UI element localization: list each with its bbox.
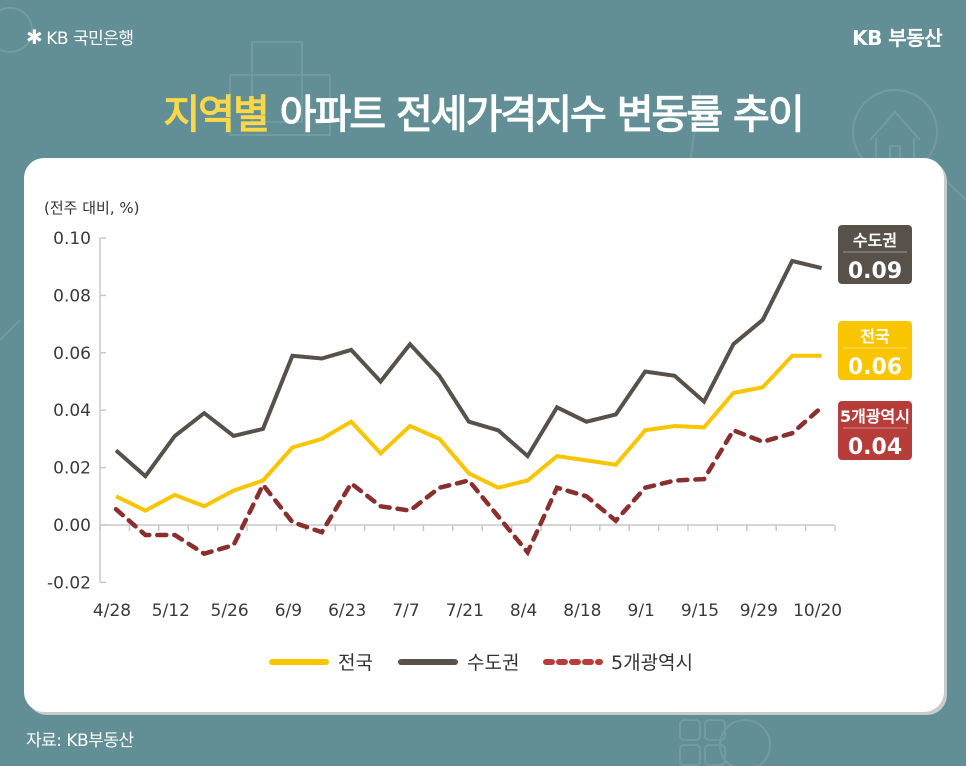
kb-bank-logo-text: KB 국민은행 <box>46 29 134 49</box>
x-tick-label: 7/7 <box>392 601 419 621</box>
badge-value: 0.04 <box>848 435 902 460</box>
series-line-five-metro-cities <box>113 405 824 557</box>
latest-value-badges: 수도권 0.09 전국 0.06 5개광역시 0.04 <box>838 225 912 460</box>
x-tick-label: 7/21 <box>446 601 484 621</box>
x-tick-label: 6/23 <box>328 601 366 621</box>
x-tick-label: 10/20 <box>793 601 842 621</box>
badge-series-label: 전국 <box>860 327 890 346</box>
latest-badge-national: 전국 0.06 <box>838 321 912 380</box>
x-tick-label: 9/15 <box>681 601 719 621</box>
page-title: 지역별 아파트 전세가격지수 변동률 추이 <box>0 82 966 140</box>
kb-star-icon: ✱ <box>26 24 43 49</box>
y-tick-label: 0.08 <box>53 286 91 306</box>
title-rest: 아파트 전세가격지수 변동률 추이 <box>267 92 805 138</box>
x-tick-label: 5/12 <box>152 601 190 621</box>
series-line-capital-area <box>114 258 823 480</box>
latest-badge-five-metro-cities: 5개광역시 0.04 <box>838 401 912 460</box>
badge-background <box>838 225 912 284</box>
x-tick-label: 5/26 <box>211 601 249 621</box>
kb-realestate-brand: KB 부동산 <box>852 26 942 50</box>
y-tick-label: 0.04 <box>53 401 91 421</box>
badge-background <box>838 401 912 460</box>
title-highlight: 지역별 <box>163 92 269 138</box>
x-tick-label: 8/18 <box>563 601 601 621</box>
kb-bank-logo: ✱ KB 국민은행 <box>26 24 134 50</box>
y-tick-label: 0.00 <box>53 516 91 536</box>
legend-label: 5개광역시 <box>611 652 693 674</box>
legend-item-national: 전국 <box>269 652 373 674</box>
y-tick-label: 0.06 <box>53 344 91 364</box>
legend-label: 전국 <box>338 652 373 674</box>
legend-item-capital-area: 수도권 <box>398 652 519 674</box>
legend-label: 수도권 <box>467 652 519 674</box>
badge-series-label: 수도권 <box>853 231 897 250</box>
x-tick-label: 6/9 <box>275 601 302 621</box>
badge-value: 0.06 <box>848 355 902 380</box>
y-tick-label: 0.02 <box>53 459 91 479</box>
series-line-national <box>115 353 822 513</box>
chart-legend: 전국 수도권 5개광역시 <box>269 652 693 674</box>
series-layer <box>113 258 824 557</box>
badge-value: 0.09 <box>848 259 902 284</box>
y-axis-unit-label: (전주 대비, %) <box>44 199 139 217</box>
x-tick-label: 4/28 <box>93 601 131 621</box>
chart-axes: -0.02 0.00 0.02 0.04 0.06 0.08 0.10 4/28 5/12 5/2… <box>47 229 842 621</box>
y-tick-label: -0.02 <box>47 573 91 593</box>
badge-background <box>838 321 912 380</box>
latest-badge-capital-area: 수도권 0.09 <box>838 225 912 284</box>
badge-series-label: 5개광역시 <box>840 407 910 426</box>
x-tick-label: 8/4 <box>510 601 537 621</box>
x-tick-label: 9/29 <box>740 601 778 621</box>
legend-item-five-metro-cities: 5개광역시 <box>543 652 693 674</box>
x-tick-label: 9/1 <box>628 601 655 621</box>
y-tick-label: 0.10 <box>53 229 91 249</box>
source-note: 자료: KB부동산 <box>26 731 134 751</box>
